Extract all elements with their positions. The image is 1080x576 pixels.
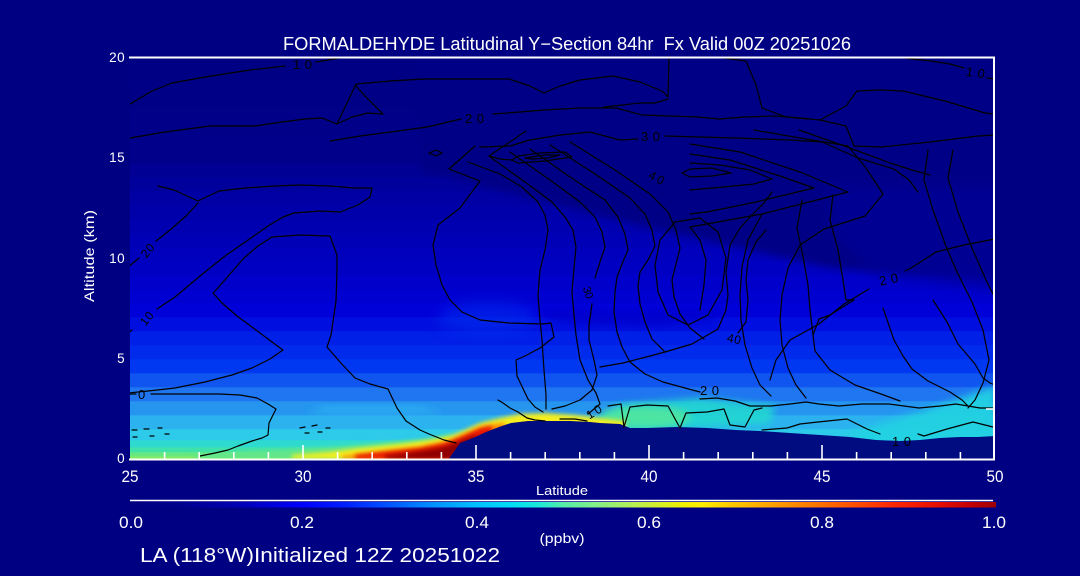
svg-text:30: 30 — [295, 467, 312, 486]
svg-text:40: 40 — [726, 331, 743, 348]
svg-text:45: 45 — [814, 467, 831, 486]
svg-text:0.8: 0.8 — [810, 513, 834, 532]
svg-text:0.2: 0.2 — [290, 513, 314, 532]
svg-text:0.6: 0.6 — [637, 513, 661, 532]
svg-text:0: 0 — [138, 387, 145, 402]
svg-text:10: 10 — [109, 251, 125, 266]
svg-text:50: 50 — [987, 467, 1004, 486]
svg-text:1.0: 1.0 — [982, 513, 1006, 532]
svg-text:LA (118°W)Initialized 12Z 2025: LA (118°W)Initialized 12Z 20251022 — [140, 545, 500, 567]
svg-text:5: 5 — [117, 351, 125, 366]
svg-text:15: 15 — [109, 150, 125, 165]
svg-text:25: 25 — [122, 467, 139, 486]
svg-text:Altitude (km): Altitude (km) — [81, 210, 97, 302]
svg-text:30: 30 — [580, 285, 595, 300]
svg-text:0: 0 — [117, 451, 125, 466]
svg-text:Latitude: Latitude — [536, 483, 588, 498]
svg-text:40: 40 — [641, 467, 658, 486]
svg-text:35: 35 — [468, 467, 485, 486]
svg-text:FORMALDEHYDE Latitudinal Y−Sec: FORMALDEHYDE Latitudinal Y−Section 84hr … — [283, 34, 851, 54]
svg-text:0.0: 0.0 — [119, 513, 143, 532]
svg-text:0.4: 0.4 — [465, 513, 489, 532]
svg-text:20: 20 — [109, 50, 125, 65]
svg-text:(ppbv): (ppbv) — [540, 531, 585, 546]
